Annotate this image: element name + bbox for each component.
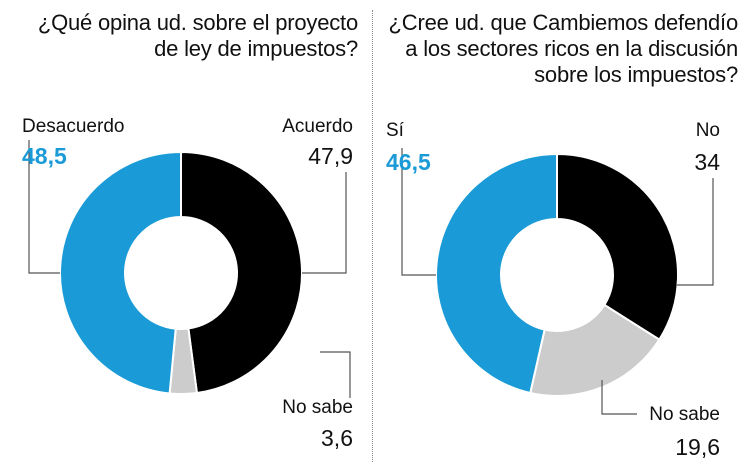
chart-title: ¿Qué opina ud. sobre el proyecto de ley … [37,10,358,61]
chart-title: ¿Cree ud. que Cambiemos defendío a los s… [388,10,739,87]
leader-line-si [401,148,436,276]
slice-label-no: No [695,120,720,141]
donut-slice-acuerdo [180,150,303,395]
slice-label-acuerdo: Acuerdo [282,116,353,137]
slice-value-desacuerdo: 48,5 [22,143,67,169]
leader-line-no-sabe [320,351,351,398]
leader-line-no-sabe [601,380,637,415]
slice-label-desacuerdo: Desacuerdo [22,116,125,137]
donut-slice-no-sabe [529,303,661,397]
donut-chart-cambiemos [401,148,714,415]
leader-line-no [677,178,714,286]
slice-value-no-sabe: 19,6 [675,434,720,460]
slice-value-acuerdo: 47,9 [308,143,353,169]
panel-divider [372,10,373,462]
chart-panel-tax-bill: ¿Qué opina ud. sobre el proyecto de ley … [0,0,372,475]
slice-value-no: 34 [694,149,720,175]
slice-label-no-sabe: No sabe [649,404,720,425]
slice-value-no-sabe: 3,6 [321,425,353,451]
donut-slice-no [556,152,679,341]
chart-panel-cambiemos: ¿Cree ud. que Cambiemos defendío a los s… [372,0,750,475]
slice-value-si: 46,5 [386,149,431,175]
slice-label-si: Sí [386,120,404,141]
leader-line-acuerdo [302,172,347,274]
slice-label-no-sabe: No sabe [282,397,353,418]
leader-line-desacuerdo [28,140,60,274]
donut-slice-si [435,152,558,395]
donut-chart-tax-bill [28,140,351,398]
donut-slice-desacuerdo [59,150,182,395]
